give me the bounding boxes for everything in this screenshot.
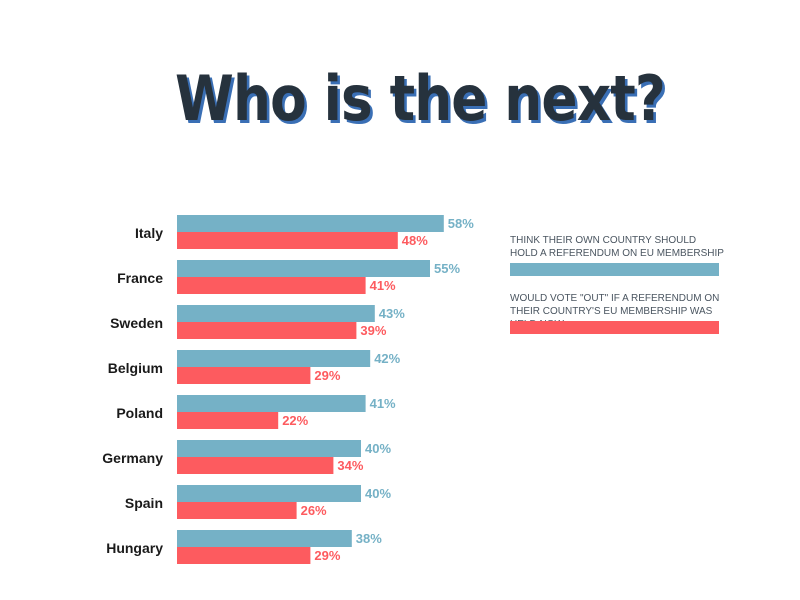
value-label-red-spain: 26% <box>301 503 327 518</box>
value-label-blue-france: 55% <box>434 261 460 276</box>
bar-red-sweden <box>177 322 357 339</box>
category-label-belgium: Belgium <box>108 360 163 376</box>
value-label-red-poland: 22% <box>282 413 308 428</box>
value-label-red-sweden: 39% <box>360 323 386 338</box>
legend-swatch-referendum <box>510 263 719 276</box>
value-label-blue-belgium: 42% <box>374 351 400 366</box>
bar-blue-belgium <box>177 350 371 367</box>
bar-blue-spain <box>177 485 361 502</box>
value-label-red-italy: 48% <box>402 233 428 248</box>
value-label-red-france: 41% <box>370 278 396 293</box>
category-label-hungary: Hungary <box>106 540 163 556</box>
value-label-blue-poland: 41% <box>370 396 396 411</box>
bar-red-spain <box>177 502 297 519</box>
chart-title: Who is the next? <box>175 62 666 135</box>
bar-blue-germany <box>177 440 361 457</box>
bar-blue-italy <box>177 215 444 232</box>
legend-label-referendum: THINK THEIR OWN COUNTRY SHOULD HOLD A RE… <box>510 235 724 259</box>
bar-red-france <box>177 277 366 294</box>
bar-blue-poland <box>177 395 366 412</box>
value-label-blue-germany: 40% <box>365 441 391 456</box>
value-label-blue-hungary: 38% <box>356 531 382 546</box>
category-label-italy: Italy <box>135 225 163 241</box>
value-label-blue-italy: 58% <box>448 216 474 231</box>
category-label-sweden: Sweden <box>110 315 163 331</box>
bar-red-germany <box>177 457 334 474</box>
category-label-germany: Germany <box>102 450 163 466</box>
bar-red-belgium <box>177 367 311 384</box>
category-label-spain: Spain <box>125 495 163 511</box>
bar-red-hungary <box>177 547 311 564</box>
value-label-blue-sweden: 43% <box>379 306 405 321</box>
value-label-red-belgium: 29% <box>314 368 340 383</box>
bar-blue-sweden <box>177 305 375 322</box>
bar-red-poland <box>177 412 279 429</box>
bar-blue-france <box>177 260 430 277</box>
category-label-poland: Poland <box>116 405 163 421</box>
value-label-blue-spain: 40% <box>365 486 391 501</box>
bar-red-italy <box>177 232 398 249</box>
bar-blue-hungary <box>177 530 352 547</box>
value-label-red-hungary: 29% <box>314 548 340 563</box>
value-label-red-germany: 34% <box>337 458 363 473</box>
legend-swatch-vote-out <box>510 321 719 334</box>
category-label-france: France <box>117 270 163 286</box>
